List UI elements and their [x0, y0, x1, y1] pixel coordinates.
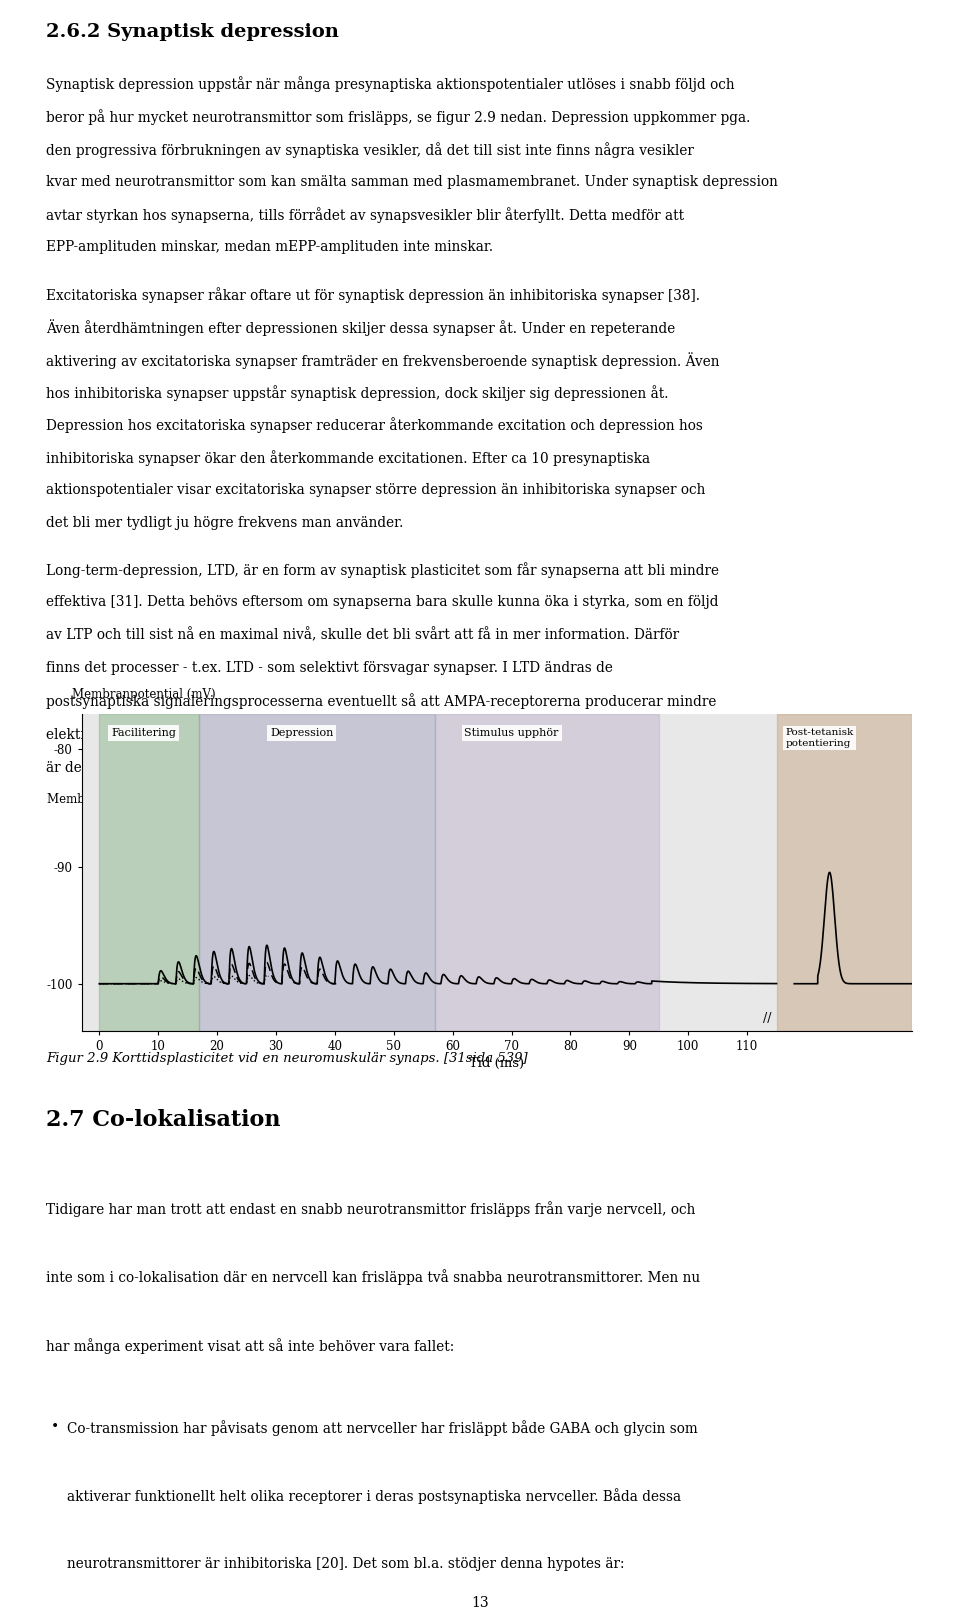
Text: EPP-amplituden minskar, medan mEPP-amplituden inte minskar.: EPP-amplituden minskar, medan mEPP-ampli… [46, 240, 493, 253]
Text: inte som i co-lokalisation där en nervcell kan frisläppa två snabba neurotransmi: inte som i co-lokalisation där en nervce… [46, 1269, 700, 1285]
Text: Synaptisk depression uppstår när många presynaptiska aktionspotentialer utlöses : Synaptisk depression uppstår när många p… [46, 76, 734, 93]
Text: Membranpotential (mV): Membranpotential (mV) [72, 688, 216, 701]
Text: neurotransmittorer är inhibitoriska [20]. Det som bl.a. stödjer denna hypotes är: neurotransmittorer är inhibitoriska [20]… [67, 1556, 625, 1571]
Text: den progressiva förbrukningen av synaptiska vesikler, då det till sist inte finn: den progressiva förbrukningen av synapti… [46, 141, 694, 157]
Bar [435, 714, 659, 1031]
Text: av LTP och till sist nå en maximal nivå, skulle det bli svårt att få in mer info: av LTP och till sist nå en maximal nivå,… [46, 628, 680, 643]
Text: 2.7 Co-lokalisation: 2.7 Co-lokalisation [46, 1109, 280, 1131]
X-axis label: Tid (ms): Tid (ms) [469, 1057, 524, 1070]
Text: Post-tetanisk
potentiering: Post-tetanisk potentiering [785, 729, 853, 748]
Text: effektiva [31]. Detta behövs eftersom om synapserna bara skulle kunna öka i styr: effektiva [31]. Detta behövs eftersom om… [46, 596, 719, 609]
Text: har många experiment visat att så inte behöver vara fallet:: har många experiment visat att så inte b… [46, 1337, 454, 1354]
Text: Även återdhämtningen efter depressionen skiljer dessa synapser åt. Under en repe: Även återdhämtningen efter depressionen … [46, 320, 675, 336]
Text: aktiverar funktionellt helt olika receptorer i deras postsynaptiska nervceller. : aktiverar funktionellt helt olika recept… [67, 1488, 682, 1505]
Text: Membranpotential (mV): Membranpotential (mV) [47, 792, 191, 807]
Text: kvar med neurotransmittor som kan smälta samman med plasmamembranet. Under synap: kvar med neurotransmittor som kan smälta… [46, 175, 778, 188]
Text: Tidigare har man trott att endast en snabb neurotransmittor frisläpps från varje: Tidigare har man trott att endast en sna… [46, 1201, 695, 1217]
Text: 2.6.2 Synaptisk depression: 2.6.2 Synaptisk depression [46, 23, 339, 41]
Text: aktivering av excitatoriska synapser framträder en frekvensberoende synaptisk de: aktivering av excitatoriska synapser fra… [46, 352, 720, 368]
Text: Stimulus upphör: Stimulus upphör [465, 729, 559, 738]
Text: Depression hos excitatoriska synapser reducerar återkommande excitation och depr: Depression hos excitatoriska synapser re… [46, 417, 703, 433]
Text: avtar styrkan hos synapserna, tills förrådet av synapsvesikler blir återfyllt. D: avtar styrkan hos synapserna, tills förr… [46, 208, 684, 222]
Text: inhibitoriska synapser ökar den återkommande excitationen. Efter ca 10 presynapt: inhibitoriska synapser ökar den återkomm… [46, 450, 650, 466]
Text: Excitatoriska synapser råkar oftare ut för synaptisk depression än inhibitoriska: Excitatoriska synapser råkar oftare ut f… [46, 287, 700, 302]
Text: postsynaptiska signaleringsprocesserna eventuellt så att AMPA-receptorerna produ: postsynaptiska signaleringsprocesserna e… [46, 693, 716, 709]
Text: finns det processer - t.ex. LTD - som selektivt försvagar synapser. I LTD ändras: finns det processer - t.ex. LTD - som se… [46, 661, 612, 675]
Text: beror på hur mycket neurotransmittor som frisläpps, se figur 2.9 nedan. Depressi: beror på hur mycket neurotransmittor som… [46, 109, 751, 125]
Text: är det slutgiltiga stadiet av LTD. LTD är liksom LTP långvarig.: är det slutgiltiga stadiet av LTD. LTD ä… [46, 760, 476, 774]
Text: Figur 2.9 Korttidsplasticitet vid en neuromuskulär synaps. [31sida 539]: Figur 2.9 Korttidsplasticitet vid en neu… [46, 1052, 528, 1065]
Text: Depression: Depression [270, 729, 333, 738]
Text: 13: 13 [471, 1595, 489, 1610]
Text: Facilitering: Facilitering [111, 729, 176, 738]
Bar [200, 714, 435, 1031]
Text: aktionspotentialer visar excitatoriska synapser större depression än inhibitoris: aktionspotentialer visar excitatoriska s… [46, 484, 706, 497]
Text: det bli mer tydligt ju högre frekvens man använder.: det bli mer tydligt ju högre frekvens ma… [46, 516, 403, 529]
Bar [777, 714, 912, 1031]
Text: //: // [763, 1011, 772, 1024]
Bar [99, 714, 200, 1031]
Text: Long-term-depression, LTD, är en form av synaptisk plasticitet som får synapsern: Long-term-depression, LTD, är en form av… [46, 563, 719, 578]
Text: hos inhibitoriska synapser uppstår synaptisk depression, dock skiljer sig depres: hos inhibitoriska synapser uppstår synap… [46, 385, 668, 401]
Text: elektriska signaler med avseende på det glutamat som frisläpps. Detta försvagand: elektriska signaler med avseende på det … [46, 725, 729, 742]
Text: •: • [51, 1420, 60, 1435]
Text: Co-transmission har påvisats genom att nervceller har frisläppt både GABA och gl: Co-transmission har påvisats genom att n… [67, 1420, 698, 1436]
